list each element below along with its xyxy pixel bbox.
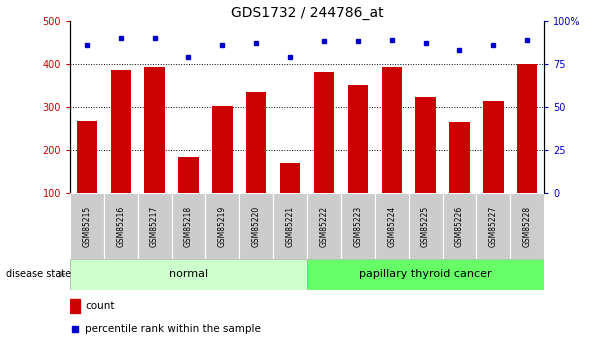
Text: normal: normal	[169, 269, 208, 279]
Bar	[341, 193, 375, 259]
Text: GSM85221: GSM85221	[286, 205, 295, 247]
Bar	[483, 101, 503, 193]
Bar	[70, 299, 80, 313]
Bar	[510, 193, 544, 259]
Bar	[307, 259, 544, 290]
Bar	[273, 193, 307, 259]
Bar	[449, 122, 469, 193]
Bar	[70, 193, 104, 259]
Bar	[212, 106, 232, 193]
Bar	[517, 64, 537, 193]
Text: disease state: disease state	[6, 269, 71, 279]
Text: GSM85220: GSM85220	[252, 205, 261, 247]
Bar	[145, 67, 165, 193]
Bar	[415, 98, 436, 193]
Bar	[382, 67, 402, 193]
Bar	[280, 163, 300, 193]
Bar	[111, 70, 131, 193]
Bar	[375, 193, 409, 259]
Bar	[77, 121, 97, 193]
Text: GSM85223: GSM85223	[353, 205, 362, 247]
Text: GSM85227: GSM85227	[489, 205, 498, 247]
Bar	[240, 193, 273, 259]
Text: GSM85224: GSM85224	[387, 205, 396, 247]
Bar	[206, 193, 240, 259]
Bar	[246, 92, 266, 193]
Text: GSM85216: GSM85216	[116, 205, 125, 247]
Bar	[477, 193, 510, 259]
Bar	[443, 193, 477, 259]
Text: count: count	[85, 301, 114, 311]
Bar	[104, 193, 137, 259]
Bar	[171, 193, 206, 259]
Text: percentile rank within the sample: percentile rank within the sample	[85, 325, 261, 334]
Text: GSM85226: GSM85226	[455, 205, 464, 247]
Bar	[70, 259, 307, 290]
Text: GSM85222: GSM85222	[319, 205, 328, 247]
Text: GSM85215: GSM85215	[82, 205, 91, 247]
Bar	[307, 193, 341, 259]
Bar	[137, 193, 171, 259]
Text: GSM85228: GSM85228	[523, 205, 532, 247]
Text: GSM85217: GSM85217	[150, 205, 159, 247]
Text: GSM85219: GSM85219	[218, 205, 227, 247]
Text: GSM85218: GSM85218	[184, 205, 193, 247]
Title: GDS1732 / 244786_at: GDS1732 / 244786_at	[230, 6, 384, 20]
Bar	[409, 193, 443, 259]
Bar	[178, 157, 199, 193]
Text: papillary thyroid cancer: papillary thyroid cancer	[359, 269, 492, 279]
Bar	[314, 72, 334, 193]
Text: GSM85225: GSM85225	[421, 205, 430, 247]
Bar	[348, 86, 368, 193]
